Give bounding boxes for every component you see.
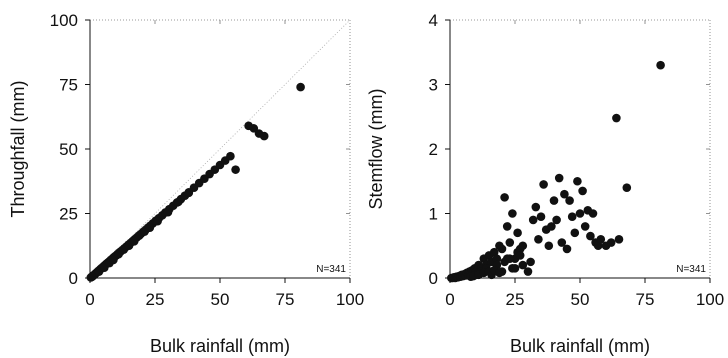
sample-size-annotation: N=341: [676, 264, 706, 275]
data-point: [226, 151, 235, 161]
data-point: [549, 196, 559, 205]
data-point: [163, 207, 173, 217]
data-point: [573, 176, 582, 186]
data-point: [656, 60, 665, 70]
y-tick-label: 100: [50, 11, 78, 30]
data-point: [554, 173, 564, 183]
data-point: [575, 209, 585, 218]
data-point: [174, 197, 183, 207]
data-point: [565, 196, 574, 205]
y-tick-label: 50: [59, 140, 78, 159]
data-point: [539, 180, 548, 189]
y-tick-label: 0: [429, 269, 438, 288]
data-point: [544, 241, 554, 251]
throughfall-panel: 0 25 50 75 100 0 25 50 75 100 Bulk rainfall (mm) Th…: [8, 11, 364, 356]
y-axis-label: Stemflow (mm): [366, 89, 386, 210]
data-point: [596, 235, 606, 244]
x-tick-label: 100: [336, 290, 364, 309]
y-tick-label: 1: [429, 205, 438, 224]
x-tick-label: 75: [636, 290, 655, 309]
data-point: [489, 247, 499, 257]
data-point: [567, 212, 577, 222]
data-point: [515, 251, 525, 260]
data-point: [547, 222, 556, 231]
data-point: [153, 216, 162, 226]
data-point: [578, 186, 587, 196]
data-point: [513, 228, 522, 238]
data-point: [502, 222, 512, 231]
data-point: [497, 244, 507, 254]
data-point: [505, 238, 515, 247]
y-tick-label: 75: [59, 76, 78, 95]
data-point: [523, 267, 533, 276]
data-point: [536, 212, 546, 222]
data-point: [505, 254, 515, 263]
data-point: [531, 202, 541, 212]
y-tick-label: 2: [429, 140, 438, 159]
data-point: [586, 231, 595, 241]
x-tick-label: 0: [445, 290, 454, 309]
y-tick-label: 0: [69, 269, 78, 288]
data-point: [534, 235, 543, 244]
data-point: [526, 257, 535, 267]
data-point: [612, 113, 621, 123]
data-point: [580, 222, 590, 231]
y-tick-label: 25: [59, 205, 78, 224]
data-point: [129, 237, 139, 246]
y-axis-label: Throughfall (mm): [8, 80, 28, 217]
data-point: [518, 260, 528, 270]
data-point: [145, 223, 155, 232]
data-point: [593, 241, 603, 251]
data-point: [557, 238, 567, 247]
data-point: [259, 131, 269, 141]
data-point: [492, 254, 502, 263]
data-point: [231, 165, 240, 174]
data-point: [109, 255, 118, 265]
x-tick-label: 25: [146, 290, 165, 309]
y-tick-label: 3: [429, 76, 438, 95]
x-tick-label: 0: [85, 290, 94, 309]
data-point: [552, 215, 561, 225]
x-tick-label: 25: [506, 290, 525, 309]
data-point: [508, 209, 517, 218]
data-point: [622, 183, 632, 192]
data-point: [184, 188, 194, 198]
stemflow-panel: 0 25 50 75 100 0 1 2 3 4 Bulk rainfall (mm) Stemflo…: [366, 11, 724, 356]
x-tick-label: 50: [211, 290, 230, 309]
data-point: [614, 235, 624, 244]
x-axis-label: Bulk rainfall (mm): [150, 336, 290, 356]
sample-size-annotation: N=341: [316, 264, 346, 275]
data-point: [570, 228, 580, 238]
data-point: [518, 241, 528, 251]
data-point: [588, 209, 598, 218]
data-point: [296, 82, 305, 92]
data-point: [500, 193, 509, 202]
x-tick-label: 100: [696, 290, 724, 309]
data-point: [528, 215, 538, 225]
y-tick-label: 4: [429, 11, 438, 30]
data-point: [560, 189, 569, 199]
x-tick-label: 50: [571, 290, 590, 309]
x-tick-label: 75: [276, 290, 295, 309]
data-point: [495, 268, 504, 278]
data-point: [510, 264, 520, 273]
one-to-one-reference-line: [89, 19, 351, 279]
data-point: [606, 238, 616, 247]
data-point: [562, 244, 572, 254]
x-axis-label: Bulk rainfall (mm): [510, 336, 650, 356]
